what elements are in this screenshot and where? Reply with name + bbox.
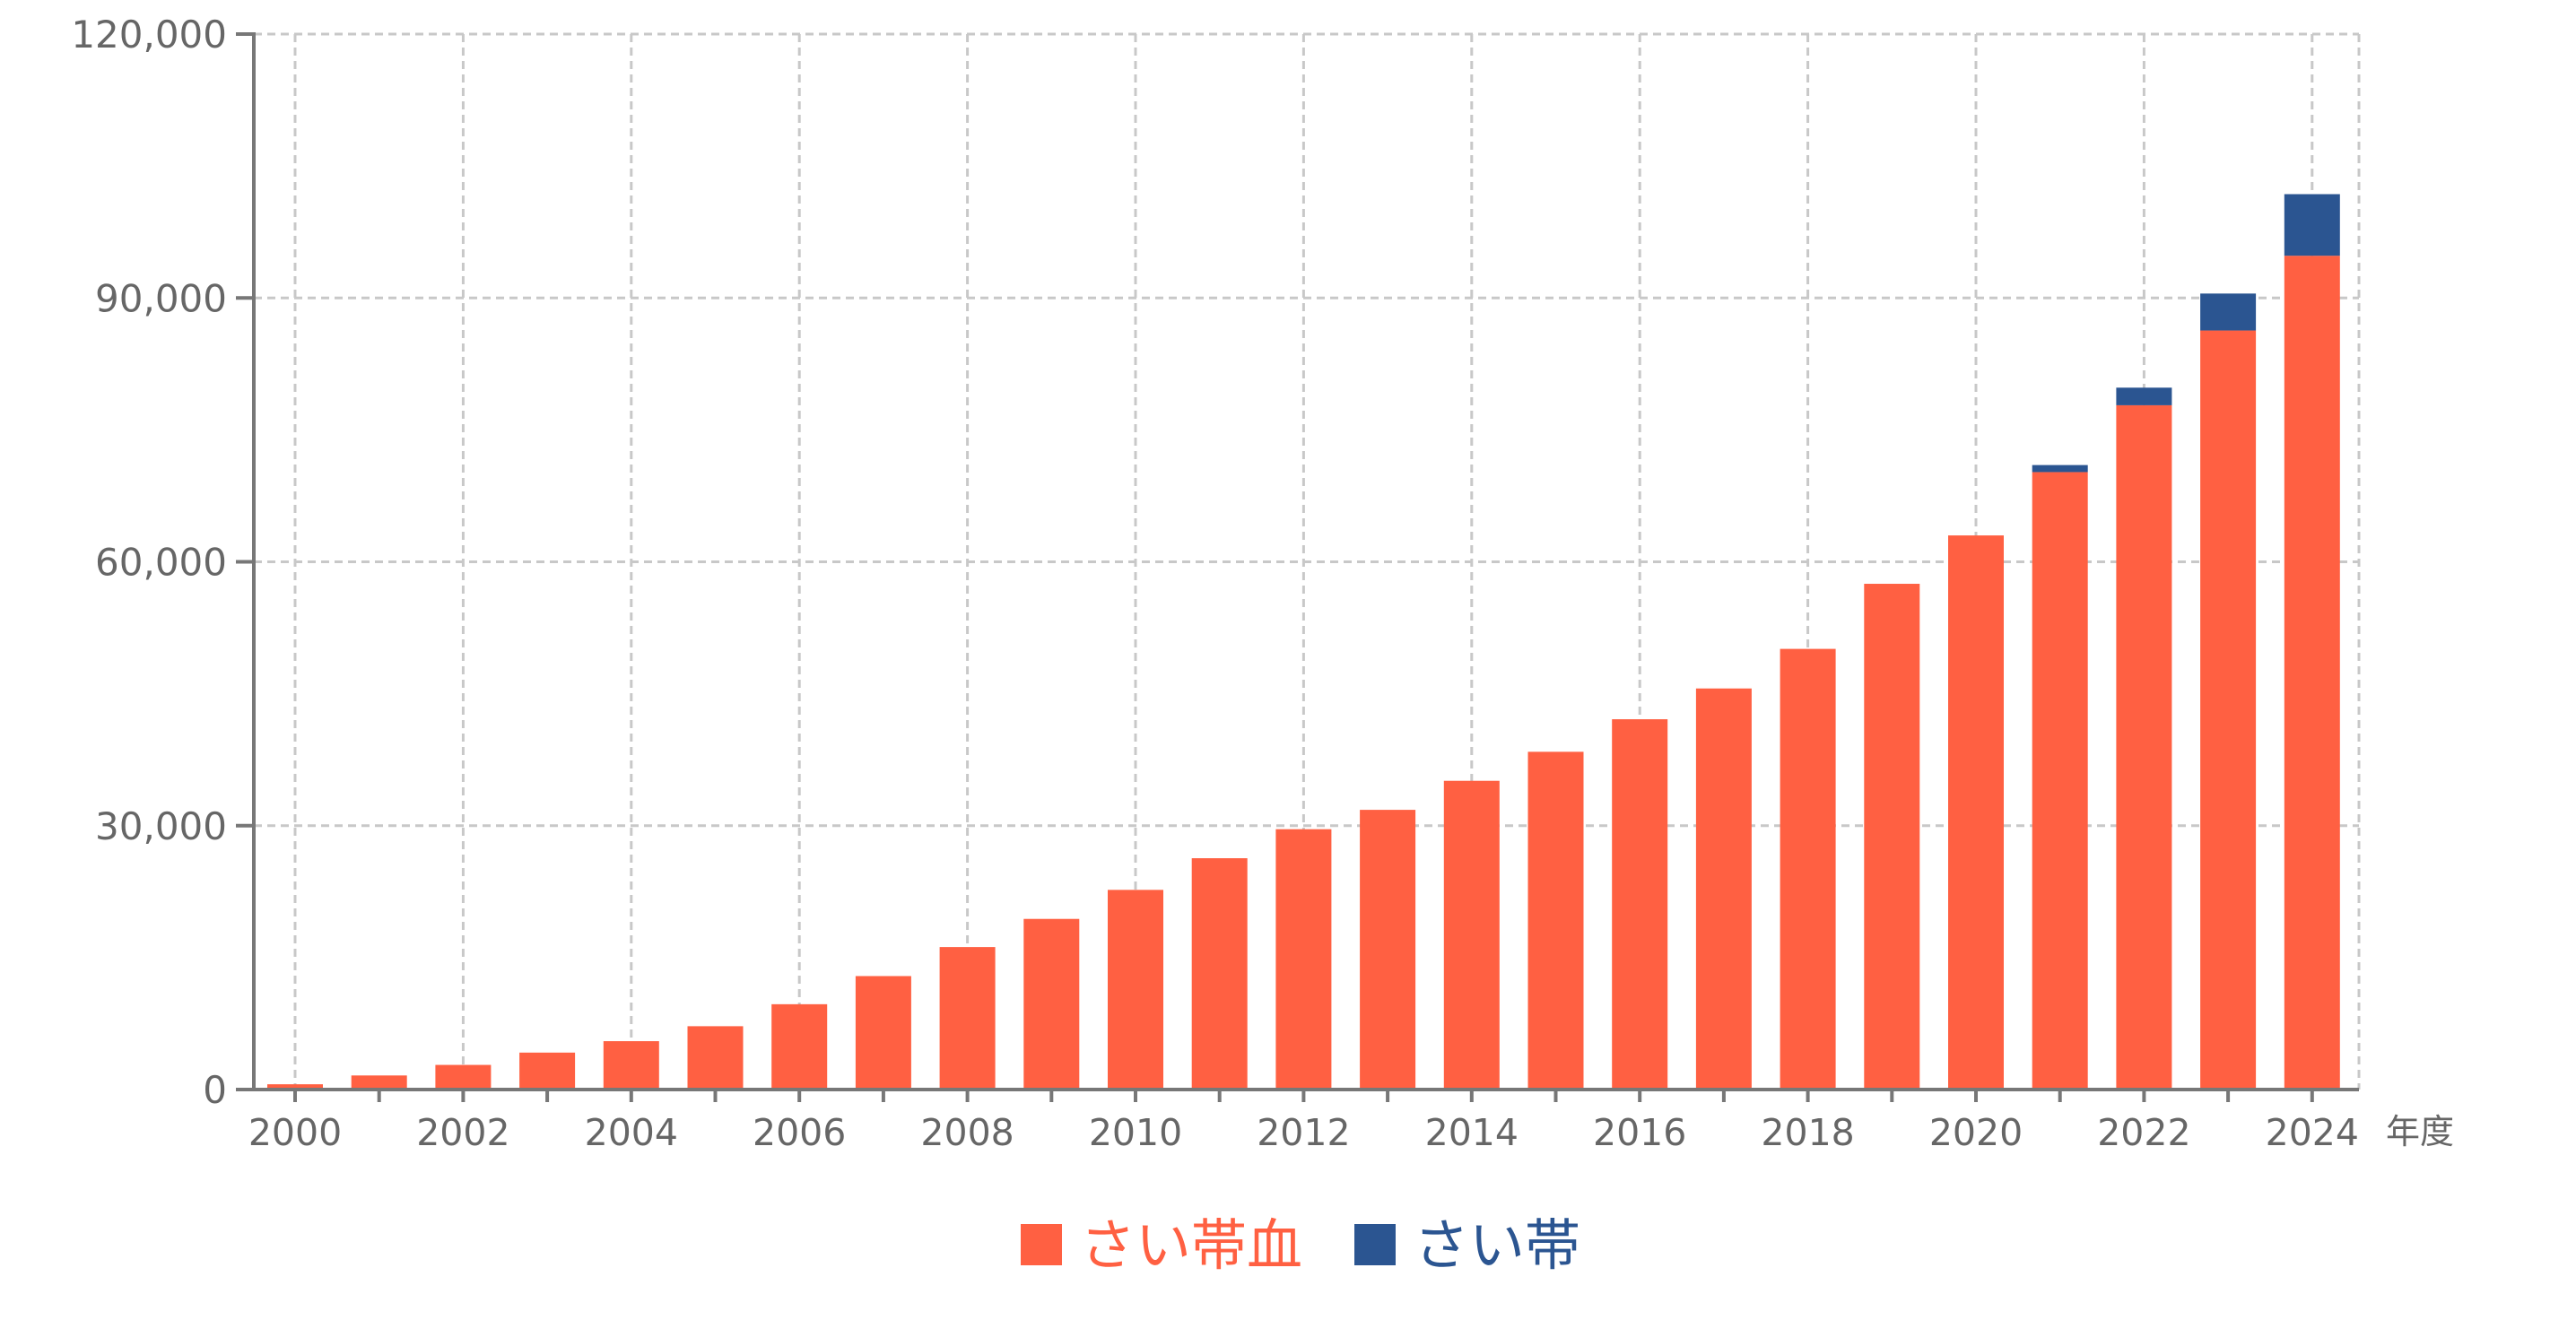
bar-segment	[435, 1064, 492, 1090]
bar-segment	[1864, 584, 1920, 1090]
legend-swatch	[1354, 1224, 1396, 1265]
legend-label: さい帯	[1414, 1212, 1580, 1278]
bar-segment	[2116, 387, 2172, 405]
bar-segment	[855, 976, 911, 1090]
legend-label: さい帯血	[1080, 1212, 1302, 1278]
bar-segment	[1695, 688, 1752, 1090]
x-tick-label: 2024	[2266, 1111, 2359, 1154]
x-tick-label: 2006	[753, 1111, 846, 1154]
y-tick-label: 0	[203, 1068, 227, 1112]
x-tick-label: 2010	[1089, 1111, 1182, 1154]
x-axis-unit-label: 年度	[2386, 1112, 2454, 1151]
bar-segment	[1948, 535, 2004, 1090]
bar-segment	[603, 1041, 659, 1090]
x-tick-label: 2008	[920, 1111, 1014, 1154]
bars	[267, 194, 2340, 1090]
bar-segment	[1360, 810, 1416, 1090]
bar-segment	[2200, 293, 2257, 331]
bar-segment	[1023, 918, 1080, 1090]
bar-segment	[2116, 404, 2172, 1090]
bar-segment	[2200, 330, 2257, 1090]
legend: さい帯血 さい帯	[1021, 1212, 1580, 1278]
x-tick-label: 2016	[1593, 1111, 1686, 1154]
y-tick-label: 90,000	[95, 276, 227, 320]
bar-segment	[2032, 472, 2088, 1090]
bar-segment	[351, 1075, 407, 1090]
bar-segment	[1780, 648, 1836, 1090]
x-tick-label: 2000	[248, 1111, 342, 1154]
x-tick-label: 2014	[1425, 1111, 1519, 1154]
bar-segment	[2284, 256, 2340, 1090]
bar-segment	[519, 1052, 576, 1090]
bar-segment	[1191, 858, 1248, 1090]
y-axis-tick-labels: 0 30,000 60,000 90,000 120,000	[71, 13, 227, 1112]
y-tick-label: 30,000	[95, 804, 227, 848]
bar-segment	[267, 1084, 323, 1090]
y-tick-label: 60,000	[95, 541, 227, 585]
bar-segment	[1443, 780, 1500, 1090]
legend-swatch	[1021, 1224, 1062, 1265]
bar-segment	[1612, 719, 1668, 1090]
bar-segment	[687, 1026, 744, 1090]
bar-segment	[1275, 829, 1332, 1090]
bar-segment	[939, 947, 996, 1090]
bar-segment	[1527, 751, 1584, 1090]
axes	[236, 32, 2359, 1102]
x-tick-label: 2020	[1929, 1111, 2023, 1154]
bar-segment	[771, 1003, 828, 1090]
x-tick-label: 2004	[585, 1111, 678, 1154]
bar-segment	[2032, 465, 2088, 473]
x-tick-label: 2012	[1257, 1111, 1350, 1154]
x-axis-tick-labels: 2000 2002 2004 2006 2008 2010 2012 2014 2016 2018…	[248, 1111, 2359, 1154]
x-tick-label: 2002	[416, 1111, 509, 1154]
y-tick-label: 120,000	[71, 13, 227, 56]
bar-segment	[2284, 194, 2340, 256]
bar-segment	[1108, 890, 1163, 1090]
x-tick-label: 2022	[2097, 1111, 2190, 1154]
x-tick-label: 2018	[1761, 1111, 1854, 1154]
